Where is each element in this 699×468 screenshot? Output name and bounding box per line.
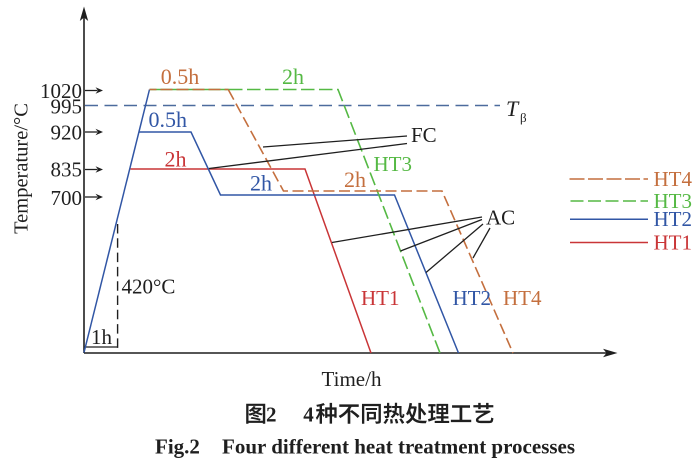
svg-text:2: 2 — [266, 402, 277, 426]
svg-text:HT2: HT2 — [453, 286, 492, 310]
svg-text:2h: 2h — [165, 147, 187, 172]
svg-text:Four different heat treatment: Four different heat treatment processes — [222, 435, 575, 459]
svg-text:HT1: HT1 — [654, 231, 693, 255]
svg-text:HT3: HT3 — [374, 152, 413, 176]
svg-text:2h: 2h — [282, 64, 304, 89]
svg-text:Time/h: Time/h — [322, 367, 382, 391]
svg-text:4: 4 — [303, 402, 314, 426]
svg-text:835: 835 — [51, 158, 83, 182]
svg-text:Temperature/°C: Temperature/°C — [11, 103, 33, 234]
svg-text:HT4: HT4 — [654, 167, 693, 191]
svg-text:2h: 2h — [344, 167, 366, 192]
svg-text:AC: AC — [486, 206, 515, 230]
svg-text:2h: 2h — [250, 171, 272, 196]
svg-text:1h: 1h — [91, 325, 113, 349]
svg-text:420°C: 420°C — [122, 275, 176, 299]
svg-text:700: 700 — [51, 186, 83, 210]
svg-text:HT4: HT4 — [503, 286, 542, 310]
svg-text:0.5h: 0.5h — [148, 107, 187, 132]
svg-text:HT2: HT2 — [654, 207, 693, 231]
svg-text:HT3: HT3 — [654, 189, 693, 213]
svg-text:920: 920 — [51, 121, 83, 145]
svg-text:FC: FC — [411, 123, 437, 147]
svg-text:Fig.2: Fig.2 — [155, 435, 200, 459]
svg-text:995: 995 — [51, 94, 83, 118]
svg-text:β: β — [520, 110, 527, 125]
svg-text:1020: 1020 — [40, 79, 82, 103]
svg-text:0.5h: 0.5h — [161, 64, 200, 89]
svg-text:HT1: HT1 — [361, 286, 400, 310]
svg-text:T: T — [506, 96, 520, 121]
